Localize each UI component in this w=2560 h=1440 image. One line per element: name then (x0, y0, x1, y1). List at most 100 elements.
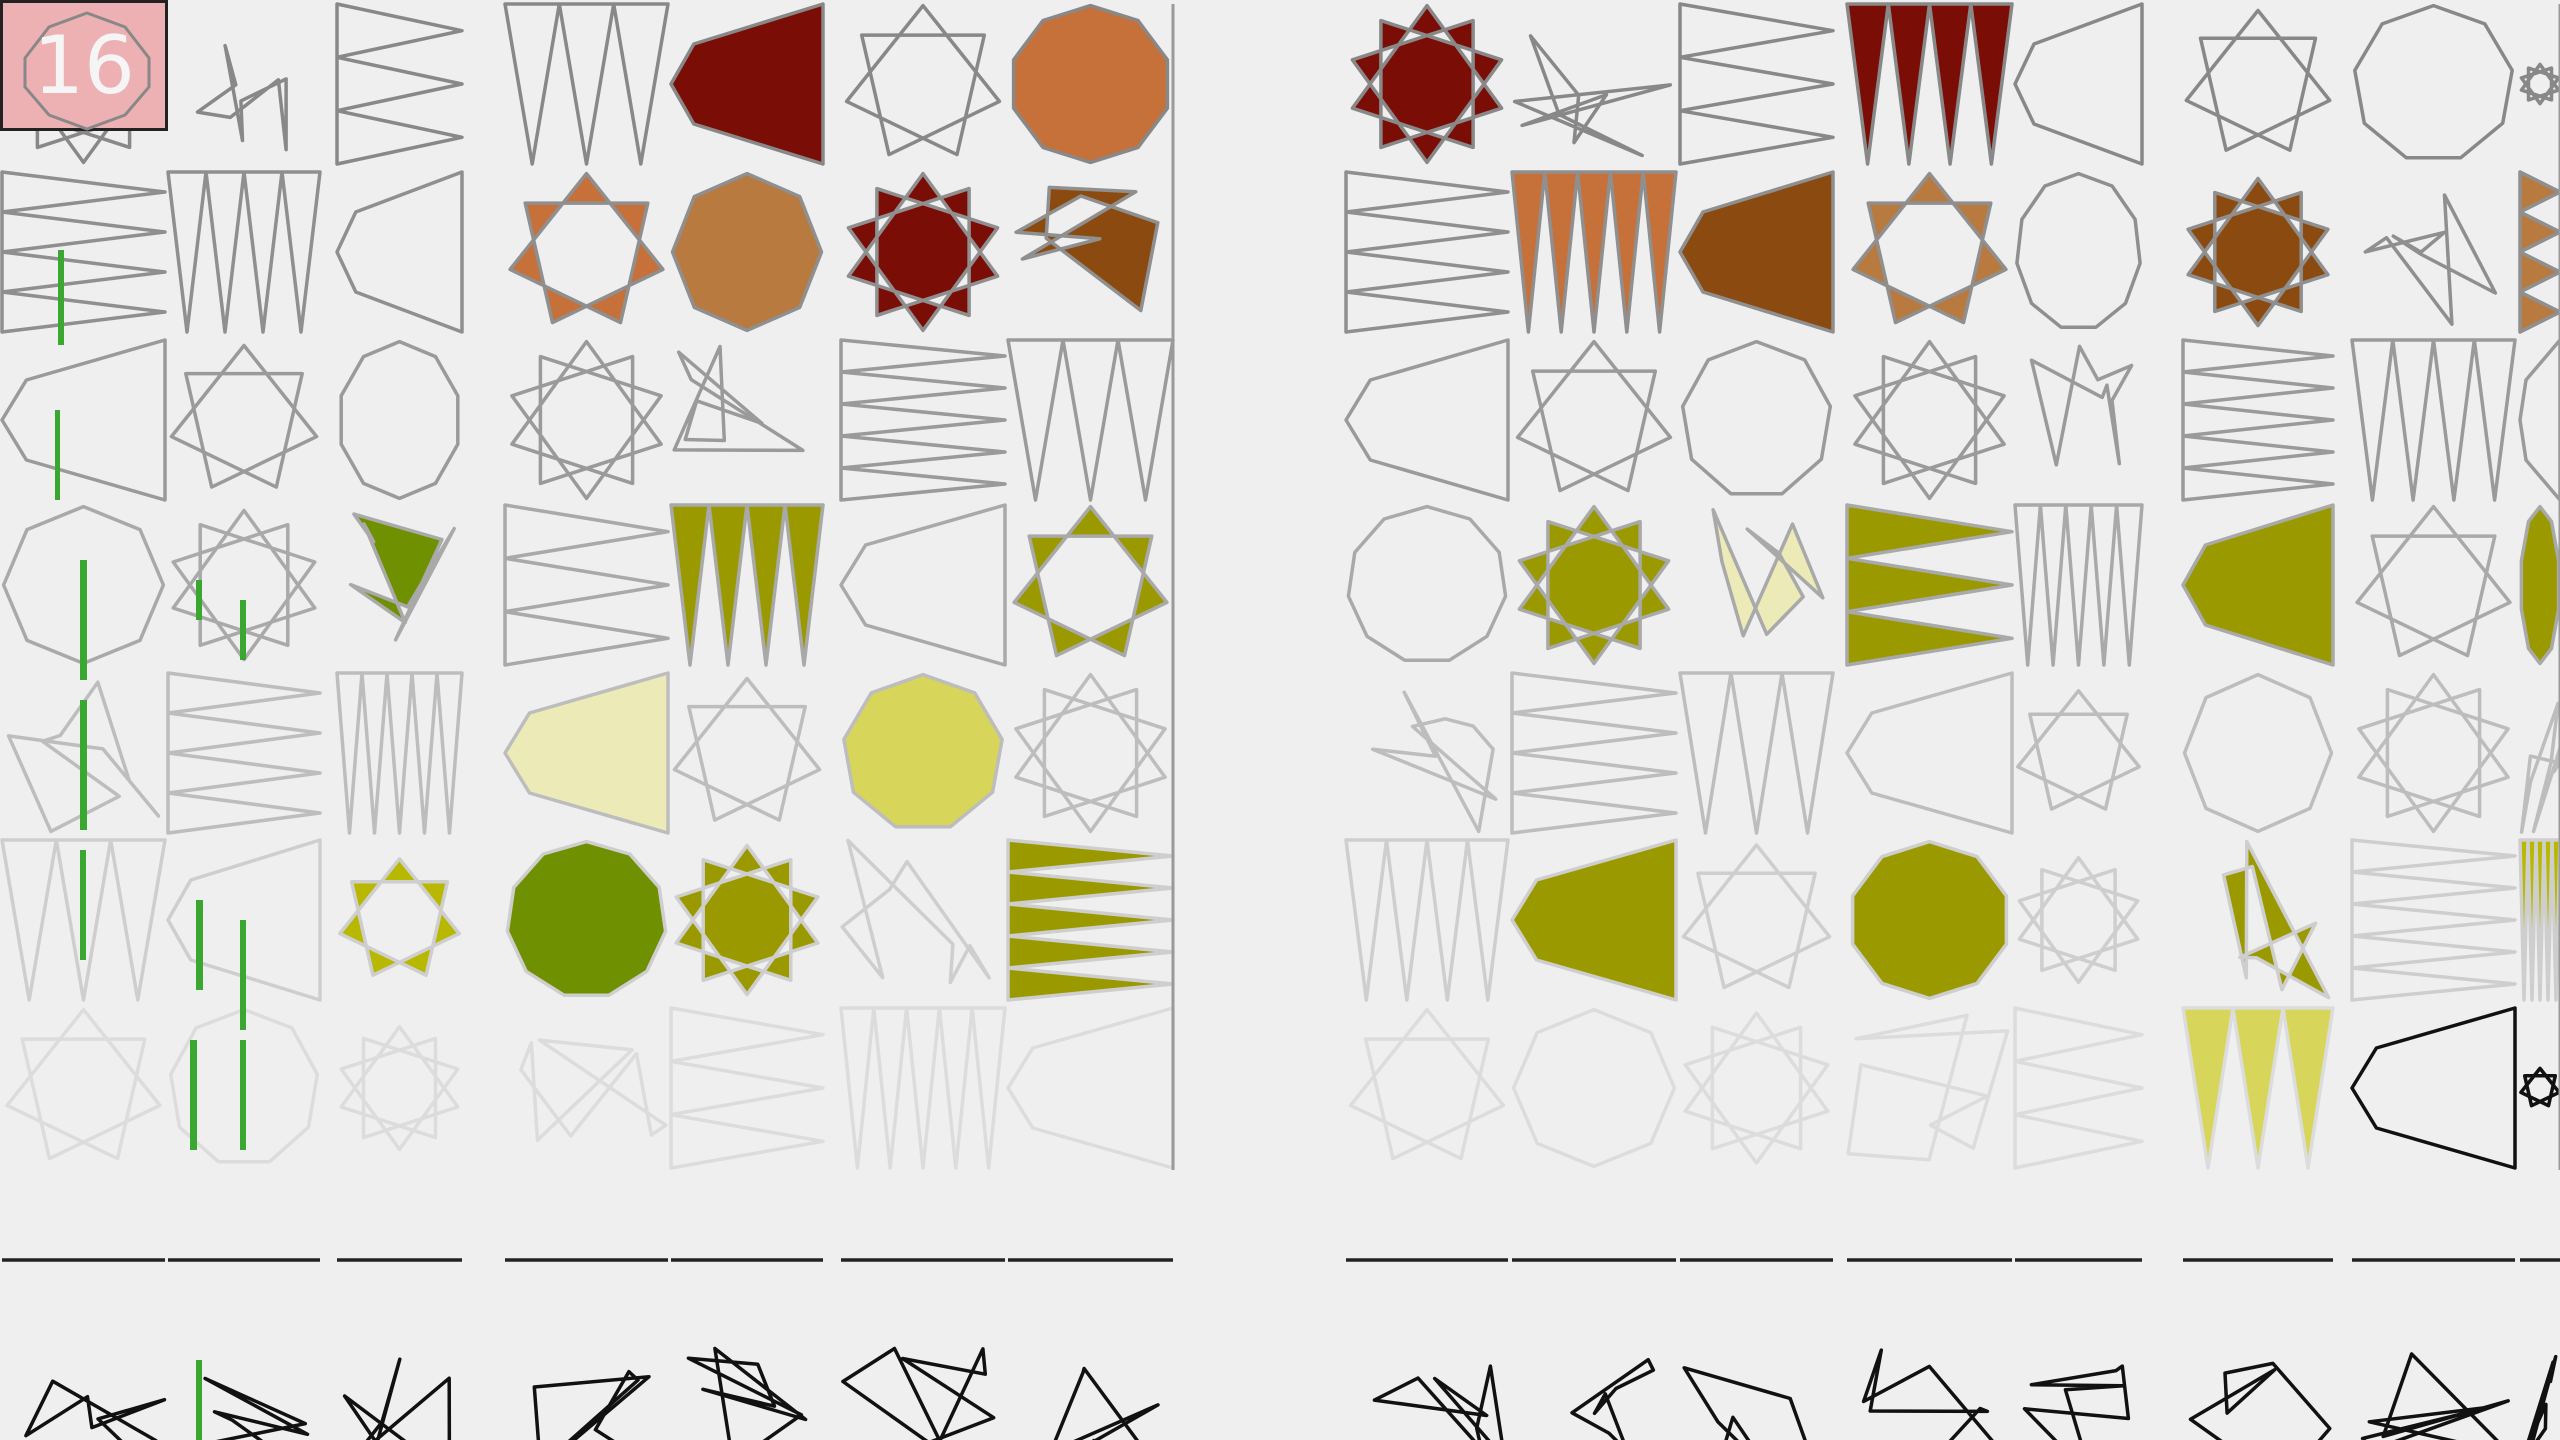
bottom-tile-5[interactable] (841, 1346, 996, 1440)
puzzle-tile-65[interactable] (842, 672, 1004, 829)
puzzle-tile-77[interactable] (338, 857, 461, 977)
puzzle-tile-51[interactable] (1012, 504, 1169, 658)
bottom-tile-2[interactable] (342, 1357, 452, 1440)
puzzle-tile-97[interactable] (1348, 1007, 1506, 1161)
puzzle-tile-96[interactable] (1006, 1006, 1175, 1170)
puzzle-tile-91[interactable] (168, 1007, 320, 1164)
puzzle-tile-8[interactable] (1512, 34, 1673, 158)
puzzle-tile-53[interactable] (1517, 504, 1671, 666)
puzzle-tile-26[interactable] (2015, 171, 2142, 329)
puzzle-tile-30[interactable] (0, 338, 167, 502)
puzzle-tile-48[interactable] (503, 503, 670, 667)
puzzle-tile-21[interactable] (1014, 185, 1160, 313)
puzzle-tile-23[interactable] (1510, 170, 1678, 334)
puzzle-tile-34[interactable] (672, 344, 805, 453)
puzzle-tile-22[interactable] (1344, 170, 1510, 334)
puzzle-tile-47[interactable] (348, 512, 456, 642)
puzzle-tile-70[interactable] (1845, 671, 2014, 835)
bottom-tile-12[interactable] (2188, 1361, 2332, 1440)
puzzle-tile-69[interactable] (1678, 671, 1835, 835)
puzzle-tile-67[interactable] (1370, 690, 1498, 834)
puzzle-tile-39[interactable] (1680, 339, 1833, 496)
puzzle-tile-61[interactable] (166, 671, 322, 835)
bottom-tile-10[interactable] (1861, 1348, 2000, 1440)
puzzle-tile-15[interactable] (0, 170, 167, 334)
puzzle-tile-4[interactable] (669, 2, 825, 166)
puzzle-tile-33[interactable] (510, 339, 663, 501)
puzzle-tile-52[interactable] (1346, 504, 1508, 662)
bottom-tile-0[interactable] (24, 1379, 167, 1440)
puzzle-tile-95[interactable] (839, 1006, 1007, 1170)
bottom-tile-7[interactable] (1372, 1364, 1504, 1440)
puzzle-tile-71[interactable] (2016, 689, 2141, 811)
puzzle-tile-9[interactable] (1678, 2, 1835, 166)
puzzle-tile-58[interactable] (2355, 504, 2512, 658)
puzzle-tile-98[interactable] (1511, 1007, 1677, 1169)
puzzle-tile-88[interactable] (2350, 838, 2517, 1002)
bottom-tile-9[interactable] (1682, 1366, 1811, 1440)
puzzle-tile-44[interactable] (2518, 338, 2560, 502)
puzzle-tile-99[interactable] (1683, 1011, 1830, 1165)
puzzle-tile-12[interactable] (2184, 8, 2332, 152)
puzzle-tile-13[interactable] (2353, 3, 2514, 160)
puzzle-tile-72[interactable] (2182, 672, 2334, 834)
puzzle-tile-94[interactable] (669, 1006, 825, 1170)
puzzle-tile-68[interactable] (1510, 671, 1678, 835)
puzzle-tile-5[interactable] (844, 3, 1002, 157)
puzzle-tile-10[interactable] (1845, 2, 2014, 166)
puzzle-tile-42[interactable] (2181, 338, 2335, 502)
puzzle-tile-14[interactable] (2519, 62, 2560, 106)
puzzle-tile-43[interactable] (2350, 338, 2517, 502)
bottom-tile-6[interactable] (1021, 1366, 1160, 1440)
puzzle-tile-64[interactable] (672, 676, 822, 822)
puzzle-tile-79[interactable] (674, 843, 820, 997)
puzzle-tile-28[interactable] (2363, 193, 2498, 326)
puzzle-tile-56[interactable] (2013, 503, 2144, 667)
puzzle-tile-57[interactable] (2181, 503, 2335, 667)
puzzle-tile-76[interactable] (166, 838, 322, 1002)
puzzle-tile-36[interactable] (1006, 338, 1175, 502)
puzzle-tile-20[interactable] (846, 171, 1000, 333)
puzzle-tile-83[interactable] (1510, 838, 1678, 1002)
puzzle-tile-2[interactable] (335, 2, 464, 166)
puzzle-tile-93[interactable] (519, 1038, 668, 1142)
puzzle-tile-25[interactable] (1851, 171, 2008, 325)
puzzle-tile-3[interactable] (503, 2, 670, 166)
puzzle-tile-103[interactable] (2350, 1006, 2517, 1170)
puzzle-tile-59[interactable] (2519, 504, 2560, 666)
puzzle-tile-18[interactable] (508, 171, 665, 325)
puzzle-tile-16[interactable] (166, 170, 322, 334)
puzzle-tile-86[interactable] (2017, 856, 2140, 984)
puzzle-tile-27[interactable] (2186, 176, 2330, 328)
puzzle-tile-74[interactable] (2519, 701, 2560, 834)
puzzle-tile-55[interactable] (1845, 503, 2014, 667)
puzzle-tile-73[interactable] (2357, 672, 2510, 834)
bottom-tile-13[interactable] (2360, 1352, 2511, 1440)
puzzle-tile-84[interactable] (1681, 843, 1832, 990)
puzzle-tile-0[interactable] (7, 3, 160, 165)
puzzle-tile-85[interactable] (1850, 839, 2009, 1001)
bottom-tile-14[interactable] (2524, 1354, 2558, 1440)
puzzle-tile-6[interactable] (1011, 3, 1170, 165)
puzzle-tile-38[interactable] (1515, 339, 1673, 493)
puzzle-tile-35[interactable] (839, 338, 1007, 502)
puzzle-tile-49[interactable] (669, 503, 825, 667)
puzzle-tile-24[interactable] (1678, 170, 1835, 334)
puzzle-tile-102[interactable] (2181, 1006, 2335, 1170)
puzzle-tile-101[interactable] (2013, 1006, 2144, 1170)
puzzle-tile-81[interactable] (1006, 838, 1175, 1002)
puzzle-tile-11[interactable] (2013, 2, 2144, 166)
puzzle-tile-82[interactable] (1344, 838, 1510, 1002)
puzzle-tile-75[interactable] (0, 838, 167, 1002)
bottom-tile-8[interactable] (1570, 1357, 1656, 1440)
puzzle-tile-80[interactable] (840, 838, 991, 985)
puzzle-tile-50[interactable] (839, 503, 1007, 667)
puzzle-tile-63[interactable] (503, 671, 670, 835)
bottom-tile-1[interactable] (173, 1376, 310, 1440)
puzzle-tile-17[interactable] (335, 170, 464, 334)
puzzle-tile-90[interactable] (5, 1007, 162, 1161)
puzzle-tile-104[interactable] (2519, 1066, 2560, 1108)
puzzle-tile-62[interactable] (335, 671, 464, 835)
puzzle-tile-89[interactable] (2518, 838, 2560, 1002)
puzzle-tile-78[interactable] (505, 839, 668, 997)
